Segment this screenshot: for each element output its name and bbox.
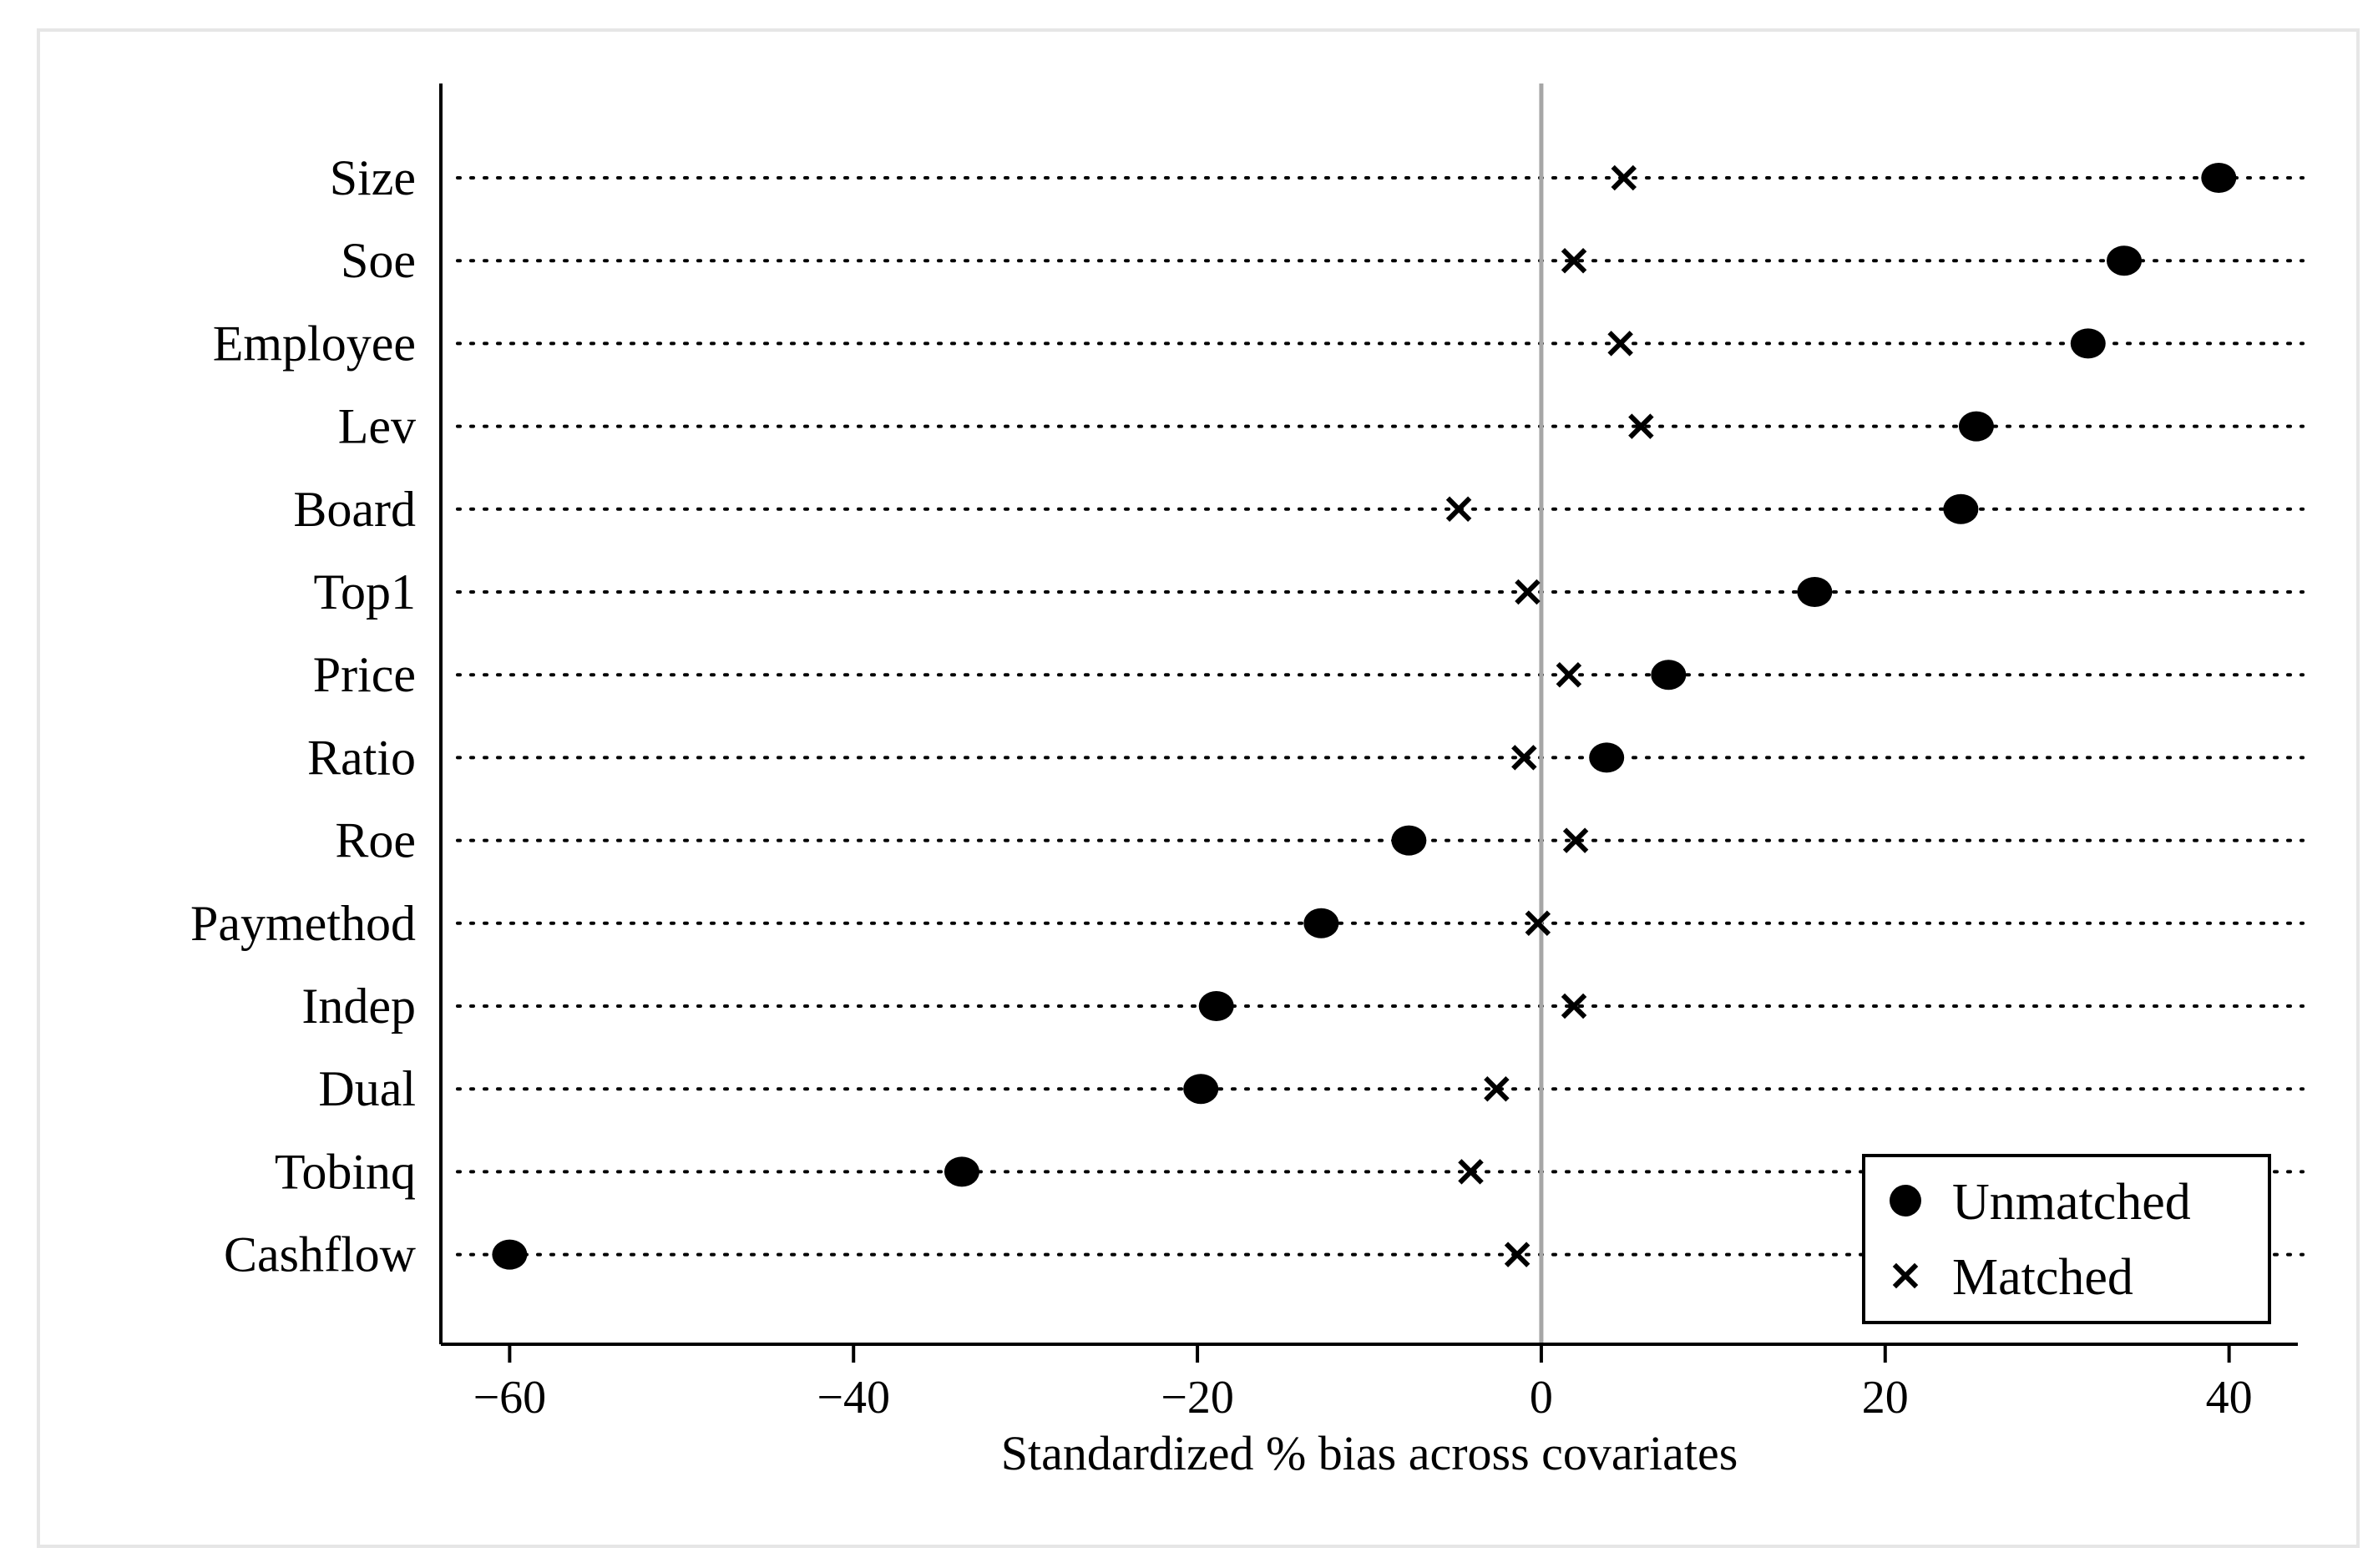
category-label-ratio: Ratio xyxy=(307,730,416,785)
matched-markers xyxy=(1445,164,1654,1267)
unmatched-point-tobinq xyxy=(944,1156,979,1187)
matched-point-soe xyxy=(1561,247,1587,274)
matched-point-price xyxy=(1556,661,1582,688)
legend-box xyxy=(1862,1154,2271,1324)
matched-point-tobinq xyxy=(1458,1159,1484,1185)
category-label-price: Price xyxy=(313,647,416,702)
matched-point-roe xyxy=(1562,827,1589,853)
unmatched-point-soe xyxy=(2107,245,2143,276)
matched-point-employee xyxy=(1607,331,1633,357)
matched-point-paymethod xyxy=(1525,910,1551,937)
x-axis-title: Standardized % bias across covariates xyxy=(1001,1426,1738,1480)
matched-point-cashflow xyxy=(1504,1242,1531,1267)
unmatched-point-size xyxy=(2201,163,2237,193)
unmatched-point-price xyxy=(1651,660,1687,690)
unmatched-point-indep xyxy=(1198,991,1234,1021)
unmatched-point-roe xyxy=(1391,825,1427,856)
category-label-size: Size xyxy=(330,150,416,205)
x-tick-label: −20 xyxy=(1161,1372,1234,1424)
legend-unmatched-marker xyxy=(1890,1185,1921,1216)
category-label-roe: Roe xyxy=(335,813,416,868)
matched-point-ratio xyxy=(1511,745,1537,771)
unmatched-point-employee xyxy=(2070,328,2106,359)
category-label-cashflow: Cashflow xyxy=(224,1227,417,1282)
category-labels: Size Soe Employee Lev Board Top1 Price Ratio Roe… xyxy=(190,150,417,1282)
x-tick-label: −40 xyxy=(817,1372,890,1424)
legend-matched-label: Matched xyxy=(1952,1249,2133,1306)
unmatched-point-dual xyxy=(1183,1074,1219,1105)
category-label-soe: Soe xyxy=(341,233,416,288)
unmatched-point-lev xyxy=(1958,411,1994,442)
matched-point-lev xyxy=(1628,413,1654,439)
matched-point-top1 xyxy=(1515,579,1541,605)
category-label-lev: Lev xyxy=(338,399,416,454)
unmatched-point-board xyxy=(1943,493,1979,524)
category-label-top1: Top1 xyxy=(314,564,416,620)
unmatched-point-top1 xyxy=(1797,577,1833,607)
category-label-employee: Employee xyxy=(213,316,416,371)
legend-matched-x xyxy=(1892,1262,1919,1289)
category-label-board: Board xyxy=(293,482,416,537)
matched-point-indep xyxy=(1561,993,1587,1019)
category-label-indep: Indep xyxy=(301,979,416,1034)
x-tick-label: −60 xyxy=(473,1372,547,1424)
unmatched-point-paymethod xyxy=(1303,908,1339,938)
axes xyxy=(439,83,2298,1346)
x-tick-label: 20 xyxy=(1862,1372,1909,1424)
matched-point-size xyxy=(1611,164,1637,191)
category-label-paymethod: Paymethod xyxy=(190,896,416,951)
x-ticks: −60 −40 −20 0 20 40 xyxy=(473,1344,2253,1424)
matched-point-board xyxy=(1445,496,1472,523)
matched-point-dual xyxy=(1484,1075,1510,1102)
x-tick-label: 0 xyxy=(1530,1372,1553,1424)
legend-matched-marker xyxy=(1892,1262,1919,1289)
legend-unmatched-label: Unmatched xyxy=(1952,1174,2191,1231)
category-label-dual: Dual xyxy=(318,1061,416,1116)
unmatched-point-ratio xyxy=(1589,742,1625,773)
x-tick-label: 40 xyxy=(2206,1372,2253,1424)
unmatched-markers xyxy=(492,163,2237,1270)
unmatched-point-cashflow xyxy=(492,1239,528,1270)
legend: Unmatched Matched xyxy=(1862,1154,2271,1324)
category-label-tobinq: Tobinq xyxy=(275,1144,416,1199)
category-gridlines xyxy=(456,176,2305,1257)
